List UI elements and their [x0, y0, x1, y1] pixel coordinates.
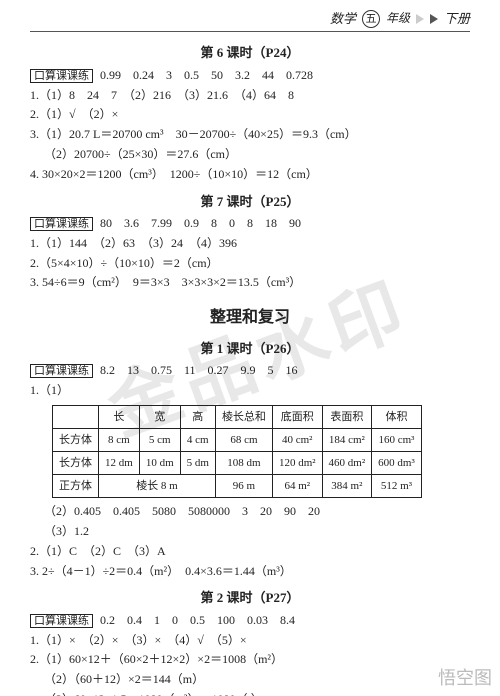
table-cell: 460 dm² [322, 451, 372, 474]
section-title-6: 第 6 课时（P24） [30, 42, 470, 63]
mental-row: 口算课课练 8.2 13 0.75 11 0.27 9.9 5 16 [30, 361, 470, 381]
page-header: 数学 五 年级 下册 [30, 8, 470, 29]
table-cell: 长方体 [53, 451, 99, 474]
mental-label: 口算课课练 [30, 69, 93, 83]
q1-prefix: 1.（1） [30, 381, 470, 401]
mental-label: 口算课课练 [30, 614, 93, 628]
answer-line: 1.（1）8 24 7 （2）216 （3）21.6 （4）64 8 [30, 86, 470, 106]
table-cell: 正方体 [53, 475, 99, 498]
table-header-row: 长 宽 高 棱长总和 底面积 表面积 体积 [53, 405, 422, 428]
table-cell: 10 dm [139, 451, 180, 474]
big-title: 整理和复习 [30, 305, 470, 331]
section-title-r2: 第 2 课时（P27） [30, 587, 470, 608]
mental-values: 8.2 13 0.75 11 0.27 9.9 5 16 [100, 363, 298, 377]
answer-line: 3. 2÷（4－1）÷2＝0.4（m²） 0.4×3.6＝1.44（m³） [30, 562, 470, 582]
answer-line: （3）60×12×1.5＝1080（m³）＝1080（t） [30, 690, 470, 696]
table-cell: 5 cm [139, 428, 180, 451]
table-cell: 600 dm³ [372, 451, 422, 474]
table-cell: 4 cm [180, 428, 215, 451]
answer-line: （2）（60＋12）×2＝144（m） [30, 670, 470, 690]
mental-values: 0.2 0.4 1 0 0.5 100 0.03 8.4 [100, 613, 295, 627]
answer-line: （2）0.405 0.405 5080 5080000 3 20 90 20 [30, 502, 470, 522]
table-cell: 184 cm² [322, 428, 372, 451]
answer-line: 3.（1）20.7 L＝20700 cm³ 30－20700÷（40×25）＝9… [30, 125, 470, 145]
mental-label: 口算课课练 [30, 364, 93, 378]
mental-label: 口算课课练 [30, 217, 93, 231]
answer-line: 1.（1）144 （2）63 （3）24 （4）396 [30, 234, 470, 254]
mental-values: 80 3.6 7.99 0.9 8 0 8 18 90 [100, 216, 301, 230]
answer-line: 2.（1）√ （2）× [30, 105, 470, 125]
table-cell: 40 cm² [272, 428, 322, 451]
page-content: 数学 五 年级 下册 第 6 课时（P24） 口算课课练 0.99 0.24 3… [0, 0, 500, 696]
table-cell: 64 m² [272, 475, 322, 498]
section-title-r1: 第 1 课时（P26） [30, 338, 470, 359]
table-header: 棱长总和 [215, 405, 272, 428]
table-row: 长方体 8 cm 5 cm 4 cm 68 cm 40 cm² 184 cm² … [53, 428, 422, 451]
header-subject: 数学 [330, 8, 356, 29]
table-cell: 5 dm [180, 451, 215, 474]
table-cell: 12 dm [99, 451, 140, 474]
header-rule [30, 31, 470, 32]
table-row: 正方体 棱长 8 m 96 m 64 m² 384 m² 512 m³ [53, 475, 422, 498]
answer-line: 2.（1）60×12＋（60×2＋12×2）×2＝1008（m²） [30, 650, 470, 670]
answer-line: 3. 54÷6＝9（cm²） 9＝3×3 3×3×3×2＝13.5（cm³） [30, 273, 470, 293]
grade-badge: 五 [362, 10, 380, 28]
mental-row: 口算课课练 0.99 0.24 3 0.5 50 3.2 44 0.728 [30, 66, 470, 86]
table-cell: 512 m³ [372, 475, 422, 498]
table-cell-merged: 棱长 8 m [99, 475, 216, 498]
mental-row: 口算课课练 0.2 0.4 1 0 0.5 100 0.03 8.4 [30, 611, 470, 631]
table-cell: 160 cm³ [372, 428, 422, 451]
table-cell: 长方体 [53, 428, 99, 451]
table-cell: 68 cm [215, 428, 272, 451]
mental-values: 0.99 0.24 3 0.5 50 3.2 44 0.728 [100, 68, 313, 82]
header-grade-suffix: 年级 [386, 9, 410, 29]
table-header: 宽 [139, 405, 180, 428]
mental-row: 口算课课练 80 3.6 7.99 0.9 8 0 8 18 90 [30, 214, 470, 234]
table-header: 底面积 [272, 405, 322, 428]
chevron-icon [430, 14, 438, 24]
answer-line: 2.（5×4×10）÷（10×10）＝2（cm） [30, 254, 470, 274]
answer-line: 1.（1）× （2）× （3）× （4）√ （5）× [30, 631, 470, 651]
table-header [53, 405, 99, 428]
answer-line: （3）1.2 [30, 522, 470, 542]
answer-line: （2）20700÷（25×30）＝27.6（cm） [30, 145, 470, 165]
table-header: 表面积 [322, 405, 372, 428]
table-cell: 384 m² [322, 475, 372, 498]
table-header: 长 [99, 405, 140, 428]
answer-line: 2.（1）C （2）C （3）A [30, 542, 470, 562]
header-volume: 下册 [444, 8, 470, 29]
watermark-corner: 悟空图 [438, 664, 492, 690]
chevron-icon [416, 14, 424, 24]
table-cell: 8 cm [99, 428, 140, 451]
table-cell: 96 m [215, 475, 272, 498]
section-title-7: 第 7 课时（P25） [30, 191, 470, 212]
table-header: 高 [180, 405, 215, 428]
table-row: 长方体 12 dm 10 dm 5 dm 108 dm 120 dm² 460 … [53, 451, 422, 474]
table-cell: 120 dm² [272, 451, 322, 474]
data-table: 长 宽 高 棱长总和 底面积 表面积 体积 长方体 8 cm 5 cm 4 cm… [52, 405, 422, 499]
answer-line: 4. 30×20×2＝1200（cm³） 1200÷（10×10）＝12（cm） [30, 165, 470, 185]
table-cell: 108 dm [215, 451, 272, 474]
table-header: 体积 [372, 405, 422, 428]
